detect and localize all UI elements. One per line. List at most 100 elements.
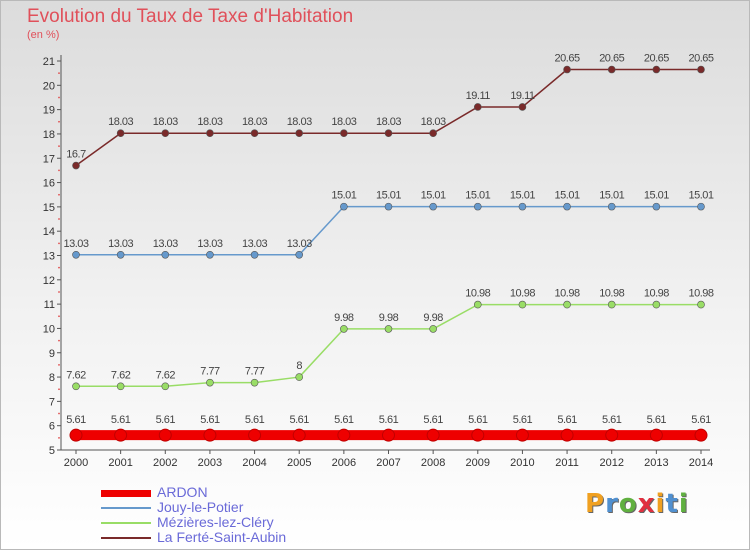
data-label: 5.61 [200,414,220,426]
data-point [697,300,705,309]
x-tick-label: 2011 [555,457,579,469]
y-minor-dot [58,315,60,318]
data-label: 10.98 [688,288,713,300]
logo-letter: i [678,489,689,519]
x-tick-label: 2006 [332,457,356,469]
data-label: 18.03 [108,116,133,128]
legend-swatch [101,490,151,497]
data-label: 10.98 [510,288,535,300]
y-tick-label: 16 [43,178,55,190]
data-label: 20.65 [644,53,669,65]
data-label: 7.62 [156,369,176,381]
x-tick-label: 2005 [287,457,311,469]
proxiti-logo: Proxiti [585,489,689,519]
data-label: 5.61 [647,414,667,426]
data-label: 7.62 [66,369,86,381]
y-tick-label: 5 [49,445,55,457]
data-label: 15.01 [555,190,580,202]
data-point [114,428,128,442]
data-label: 5.61 [334,414,354,426]
data-label: 15.01 [376,190,401,202]
data-label: 5.61 [245,414,265,426]
data-point [649,428,663,442]
y-tick-label: 12 [43,275,55,287]
data-label: 5.61 [602,414,622,426]
legend-label: Mézières-lez-Cléry [157,514,274,530]
data-point [473,202,482,211]
data-point [203,428,217,442]
data-label: 18.03 [287,116,312,128]
x-tick-label: 2014 [689,457,713,469]
data-point [116,129,125,138]
data-label: 13.03 [287,238,312,250]
data-point [652,202,661,211]
data-label: 10.98 [644,288,669,300]
y-tick-label: 14 [43,226,55,238]
data-point [518,202,527,211]
x-tick-label: 2007 [376,457,400,469]
data-label: 8 [296,360,302,372]
y-tick-label: 9 [49,348,55,360]
data-label: 5.61 [156,414,176,426]
y-minor-dot [58,339,60,342]
y-minor-dot [58,145,60,147]
data-point [473,300,482,309]
series-jouy-le-potier: 13.03 13.03 13.03 13.03 13.03 13.03 15.01 15.01… [63,190,714,259]
data-point [295,129,304,138]
data-point [69,428,83,442]
data-label: 20.65 [688,53,713,65]
data-label: 15.01 [599,190,624,202]
data-point [384,129,393,138]
data-label: 5.61 [691,414,711,426]
data-label: 5.61 [66,414,86,426]
data-point [72,382,80,391]
data-label: 13.03 [63,238,88,250]
data-point [295,373,304,381]
data-point [72,250,80,259]
data-point [563,202,571,211]
data-point [340,325,348,333]
data-label: 10.98 [465,288,490,300]
data-point [384,325,393,333]
x-tick-label: 2001 [108,457,132,469]
data-point [248,428,262,442]
y-tick-label: 19 [43,105,55,117]
legend-swatch [101,507,151,509]
data-label: 7.77 [200,366,220,378]
data-point [337,428,351,442]
y-tick-label: 11 [44,299,55,311]
data-label: 5.61 [513,414,533,426]
data-label: 20.65 [599,53,624,65]
data-point [206,250,214,259]
data-label: 18.03 [331,116,356,128]
data-point [340,202,348,211]
data-label: 13.03 [153,238,178,250]
data-label: 9.98 [334,312,354,324]
x-tick-label: 2009 [466,457,490,469]
y-tick-label: 20 [43,80,55,92]
data-point [340,129,348,138]
logo-letter: P [585,489,606,519]
y-minor-dot [58,96,60,99]
series-ardon: 5.61 5.61 5.61 5.61 5.61 5.61 5.61 5.61 5.61 5.61… [66,414,712,442]
logo-letter: x [637,489,656,519]
x-tick-label: 2013 [644,457,668,469]
data-point [605,428,619,442]
data-label: 13.03 [108,238,133,250]
y-minor-dot [58,291,60,293]
data-point [295,250,304,259]
data-label: 20.65 [555,53,580,65]
data-label: 15.01 [644,190,669,202]
series-layer: 13.03 13.03 13.03 13.03 13.03 13.03 15.01 15.01… [63,53,714,442]
y-tick-label: 7 [49,396,55,408]
data-label: 9.98 [423,312,443,324]
y-tick-label: 6 [49,421,55,433]
data-point [515,428,529,442]
data-point [652,65,661,74]
x-tick-label: 2008 [421,457,445,469]
legend-label: Jouy-le-Potier [157,499,244,515]
y-minor-dot [58,364,60,366]
data-label: 5.61 [423,414,443,426]
data-label: 7.77 [245,366,265,378]
